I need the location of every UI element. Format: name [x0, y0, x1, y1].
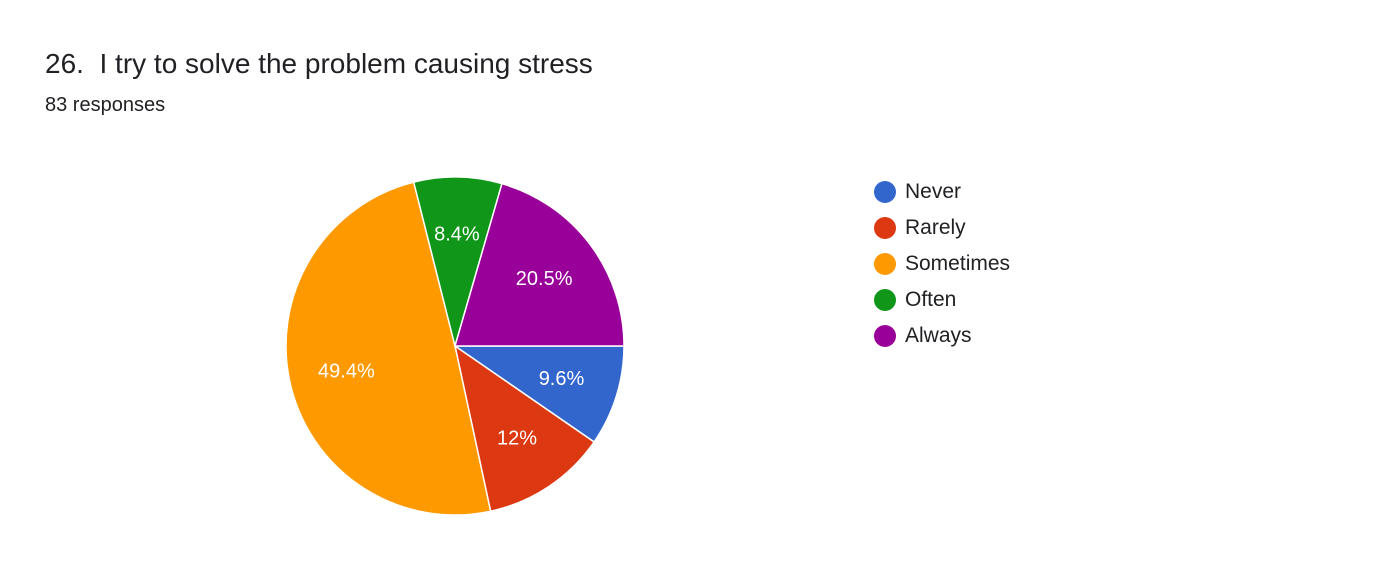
legend-swatch-rarely	[874, 217, 896, 239]
legend-label-sometimes: Sometimes	[905, 252, 1011, 275]
slice-label-often: 8.4%	[434, 223, 480, 245]
slice-label-never: 9.6%	[539, 368, 585, 390]
legend-item-never[interactable]: Never	[874, 174, 1010, 210]
slice-label-sometimes: 49.4%	[318, 360, 375, 382]
legend-label-always: Always	[905, 324, 972, 347]
slice-label-always: 20.5%	[516, 268, 573, 290]
legend-swatch-sometimes	[874, 253, 896, 275]
legend-item-sometimes[interactable]: Sometimes	[874, 246, 1010, 282]
question-title: 26. I try to solve the problem causing s…	[45, 48, 593, 79]
pie-slice-often[interactable]	[412, 176, 503, 349]
pie-slice-labels: 9.6% 12% 49.4% 8.4% 20.5%	[318, 223, 584, 449]
pie-slices	[285, 176, 625, 516]
legend-item-often[interactable]: Often	[874, 282, 1010, 318]
legend-item-rarely[interactable]: Rarely	[874, 210, 1010, 246]
legend-item-always[interactable]: Always	[874, 318, 1010, 354]
pie-slice-always[interactable]	[454, 182, 625, 347]
pie-slice-rarely[interactable]	[453, 344, 596, 513]
legend-label-rarely: Rarely	[905, 216, 966, 239]
legend-swatch-always	[874, 325, 896, 347]
legend-label-never: Never	[905, 180, 962, 203]
chart-legend: Never Rarely Sometimes Often Always	[874, 174, 1010, 354]
legend-swatch-never	[874, 181, 896, 203]
pie-slice-sometimes[interactable]	[285, 181, 492, 516]
legend-swatch-often	[874, 289, 896, 311]
pie-slice-never[interactable]	[452, 345, 625, 443]
legend-label-often: Often	[905, 288, 957, 311]
response-count: 83 responses	[45, 94, 166, 116]
slice-label-rarely: 12%	[497, 428, 537, 450]
